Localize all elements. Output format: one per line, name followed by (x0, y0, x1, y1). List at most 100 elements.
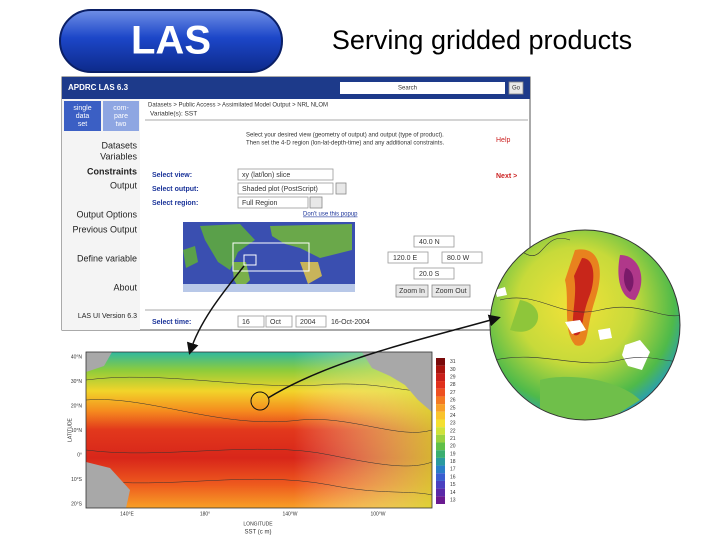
x-axis-label: 100°W (370, 511, 385, 517)
zoom-map (490, 230, 680, 420)
view-label: Select view: (152, 172, 192, 179)
ui-header-title: APDRC LAS 6.3 (68, 83, 129, 92)
colorbar-label: 29 (450, 375, 456, 381)
menu-item[interactable]: About (113, 282, 137, 292)
output-dropdown[interactable] (335, 182, 347, 195)
coord-input[interactable] (441, 251, 483, 264)
coord-value: 120.0 E (393, 255, 417, 262)
time-label: Select time: (152, 319, 191, 326)
colorbar-swatch (436, 496, 445, 504)
month-select[interactable] (265, 315, 293, 328)
caption: SST (c m) (245, 530, 272, 536)
colorbar-label: 24 (450, 413, 456, 419)
menu-item[interactable]: Output (110, 180, 138, 190)
popup-link[interactable]: Don't use this popup (303, 212, 358, 218)
colorbar-label: 25 (450, 405, 456, 411)
colorbar-swatch (436, 404, 445, 412)
coord-input[interactable] (413, 235, 455, 248)
colorbar-label: 19 (450, 451, 456, 457)
tab-label: two (116, 121, 127, 128)
side-panel (62, 99, 140, 330)
colorbar-label: 27 (450, 390, 456, 396)
colorbar-label: 26 (450, 398, 456, 404)
output-value: Shaded plot (PostScript) (242, 186, 318, 193)
menu-item[interactable]: Datasets (101, 140, 137, 150)
slide-title: Serving gridded products (332, 25, 632, 55)
colorbar-swatch (436, 358, 445, 366)
logo-pill (59, 9, 283, 73)
zoom-label: Zoom In (399, 288, 425, 295)
zoom-button[interactable] (431, 284, 471, 298)
year-value: 2004 (300, 319, 316, 326)
colorbar-swatch (436, 396, 445, 405)
menu-item[interactable]: Constraints (87, 166, 137, 176)
colorbar-label: 13 (450, 497, 456, 503)
colorbar-swatch (436, 365, 445, 374)
menu-item[interactable]: Previous Output (72, 224, 137, 234)
search-bar[interactable] (340, 82, 505, 94)
colorbar-label: 21 (450, 436, 456, 442)
coord-input[interactable] (413, 267, 455, 280)
colorbar-swatch (436, 427, 445, 435)
breadcrumb: Datasets > Public Access > Assimilated M… (148, 103, 328, 109)
tab-label: set (78, 121, 87, 128)
coord-input[interactable] (387, 251, 429, 264)
colorbar-swatch (436, 388, 445, 397)
coord-value: 20.0 S (419, 271, 440, 278)
region-select[interactable] (237, 196, 309, 209)
colorbar-swatch (436, 434, 445, 443)
colorbar-swatch (436, 442, 445, 451)
y-axis-label: 20°S (71, 501, 83, 507)
output-select[interactable] (237, 182, 334, 195)
next-link[interactable]: Next > (496, 173, 517, 180)
arrow (267, 314, 501, 399)
colorbar-swatch (436, 373, 445, 382)
coord-value: 40.0 N (419, 239, 440, 246)
output-label: Select output: (152, 186, 199, 193)
year-select[interactable] (295, 315, 327, 328)
colorbar-swatch (436, 411, 445, 420)
world-map[interactable] (183, 222, 355, 292)
colorbar-swatch (436, 381, 445, 389)
day-value: 16 (242, 319, 250, 326)
colorbar-label: 23 (450, 421, 456, 427)
region-go[interactable] (309, 196, 323, 209)
zoom-box (243, 254, 257, 266)
help-link[interactable]: Help (496, 137, 511, 144)
y-axis-label: 40°N (71, 354, 83, 360)
colorbar-label: 22 (450, 428, 456, 434)
sst-map (85, 351, 433, 509)
tab-compare[interactable] (103, 101, 139, 131)
colorbar-label: 31 (450, 359, 456, 365)
colorbar-label: 30 (450, 367, 456, 373)
colorbar-label: 14 (450, 490, 456, 496)
view-select[interactable] (237, 168, 334, 181)
day-select[interactable] (237, 315, 265, 328)
tab-label: com- (113, 105, 129, 112)
month-value: Oct (270, 319, 281, 326)
tab-label: data (76, 113, 90, 120)
y-axis-label: 20°N (71, 403, 83, 409)
colorbar-swatch (436, 450, 445, 458)
colorbar-swatch (436, 457, 445, 466)
colorbar-label: 15 (450, 482, 456, 488)
colorbar-swatch (436, 473, 445, 481)
tab-single[interactable] (64, 101, 101, 131)
menu-item[interactable]: Output Options (76, 209, 137, 219)
go-label: Go (512, 86, 521, 92)
view-value: xy (lat/lon) slice (242, 172, 290, 179)
colorbar-label: 28 (450, 382, 456, 388)
go-button[interactable] (508, 81, 524, 95)
colorbar-swatch (436, 488, 445, 497)
menu-item[interactable]: Variables (100, 151, 137, 161)
colorbar-swatch (436, 419, 445, 428)
x-axis-title: LONGITUDE (243, 521, 273, 527)
x-axis-label: 140°W (282, 511, 297, 517)
menu-item[interactable]: Define variable (77, 253, 137, 263)
colorbar-label: 20 (450, 444, 456, 450)
instruction-1: Select your desired view (geometry of ou… (246, 133, 444, 139)
zoom-button[interactable] (395, 284, 429, 298)
zoom-label: Zoom Out (435, 288, 466, 295)
